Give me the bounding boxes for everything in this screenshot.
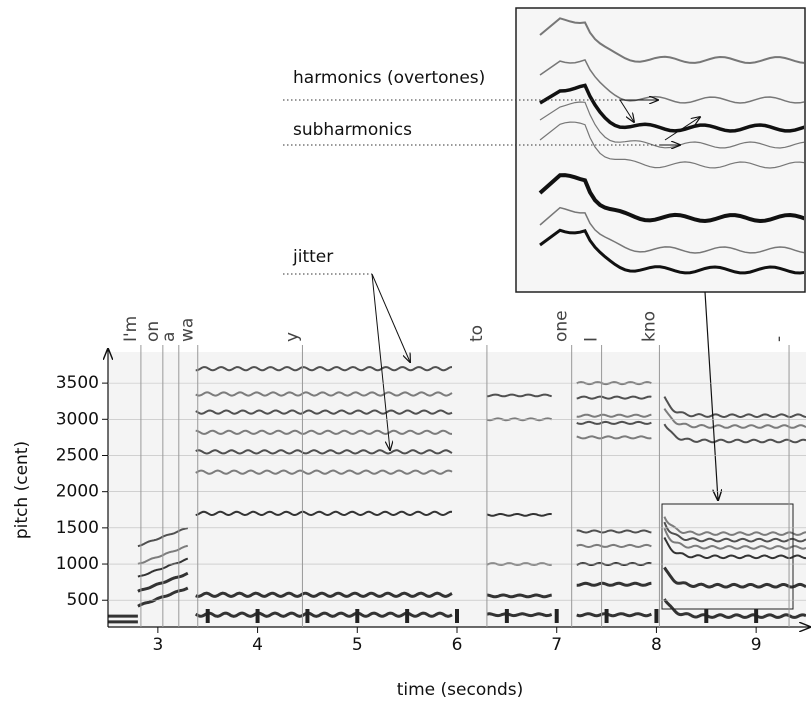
harmonic-trace xyxy=(195,409,453,415)
harmonic-trace xyxy=(195,429,452,435)
harmonic-trace xyxy=(486,513,552,517)
y-tick-label: 2500 xyxy=(56,445,99,465)
y-tick-label: 1500 xyxy=(56,518,99,538)
harmonic-trace xyxy=(576,561,652,566)
y-tick-label: 3000 xyxy=(56,409,99,429)
word-label: a xyxy=(159,332,179,342)
harmonic-trace xyxy=(576,395,652,400)
harmonic-trace xyxy=(195,591,453,598)
inset-spectrogram xyxy=(538,17,804,275)
inset-trace xyxy=(538,173,804,224)
annotation-arrow xyxy=(371,273,410,362)
harmonic-trace xyxy=(194,611,453,618)
x-tick-label: 5 xyxy=(352,635,363,655)
y-tick-label: 1000 xyxy=(56,554,99,574)
harmonic-trace xyxy=(663,527,806,550)
onset-blob xyxy=(205,609,210,623)
harmonic-trace xyxy=(576,612,652,618)
x-tick-label: 7 xyxy=(551,635,562,655)
annotation: harmonics (overtones) xyxy=(293,68,485,88)
harmonic-trace xyxy=(195,449,453,455)
word-label: y xyxy=(282,332,302,342)
harmonic-trace xyxy=(663,521,806,543)
onset-blob xyxy=(305,609,310,623)
harmonic-trace xyxy=(576,543,652,549)
onset-blob xyxy=(754,609,759,623)
word-label: - xyxy=(769,336,789,342)
word-label: one xyxy=(552,310,572,342)
zoom-arrow xyxy=(704,291,718,500)
y-tick-label: 500 xyxy=(67,590,99,610)
harmonic-trace xyxy=(663,598,806,619)
harmonic-trace xyxy=(663,566,806,589)
harmonic-trace xyxy=(576,581,652,587)
x-tick-label: 9 xyxy=(751,635,762,655)
harmonic-trace xyxy=(486,593,552,599)
harmonic-trace xyxy=(663,537,806,560)
y-tick-label: 2000 xyxy=(56,482,99,502)
y-tick-label: 3500 xyxy=(56,373,99,393)
word-label: to xyxy=(467,325,487,342)
inset-trace xyxy=(539,228,804,275)
harmonic-trace xyxy=(663,396,806,419)
harmonic-trace xyxy=(576,381,652,386)
x-tick-label: 8 xyxy=(651,635,662,655)
word-label: I xyxy=(582,337,602,342)
harmonic-trace xyxy=(195,510,453,517)
harmonic-trace xyxy=(486,612,553,618)
x-axis-label: time (seconds) xyxy=(397,680,524,700)
harmonic-trace xyxy=(576,420,652,425)
annotation-arrow xyxy=(619,99,634,122)
x-tick-label: 4 xyxy=(252,635,263,655)
inset xyxy=(515,7,806,293)
annotation-arrow xyxy=(664,117,700,141)
x-tick-label: 3 xyxy=(152,635,163,655)
annotation-arrow xyxy=(371,273,390,450)
word-label: on xyxy=(143,321,163,342)
onset-blob xyxy=(405,609,410,623)
harmonic-trace xyxy=(663,423,806,444)
zoom-box xyxy=(661,503,794,610)
y-axis-label: pitch (cent) xyxy=(12,441,32,539)
inset-trace xyxy=(539,58,804,104)
inset-trace xyxy=(539,206,804,254)
harmonic-trace xyxy=(195,366,452,372)
onset-blob xyxy=(554,609,559,623)
inset-trace xyxy=(539,121,804,169)
onset-blob xyxy=(504,609,509,623)
harmonic-trace xyxy=(486,562,552,566)
x-tick-label: 6 xyxy=(452,635,463,655)
onset-blob xyxy=(455,609,459,623)
word-label: kno xyxy=(639,311,659,342)
harmonic-trace xyxy=(195,391,453,397)
annotation: subharmonics xyxy=(293,120,412,140)
annotation: jitter xyxy=(292,247,333,267)
harmonic-trace xyxy=(576,413,652,418)
inset-trace xyxy=(539,17,804,65)
harmonic-trace xyxy=(576,435,652,440)
harmonic-trace xyxy=(486,393,552,398)
onset-blob xyxy=(355,609,360,623)
harmonic-trace xyxy=(663,516,806,536)
onset-blob xyxy=(255,609,260,623)
word-label: I'm xyxy=(121,316,141,342)
word-label: wa xyxy=(178,318,198,342)
harmonic-trace xyxy=(576,529,652,534)
harmonic-trace xyxy=(663,408,806,429)
spectrogram-background xyxy=(108,352,806,627)
harmonic-trace xyxy=(195,469,453,475)
onset-blob xyxy=(704,609,709,623)
onset-blob xyxy=(654,609,659,623)
onset-blob xyxy=(604,609,609,623)
